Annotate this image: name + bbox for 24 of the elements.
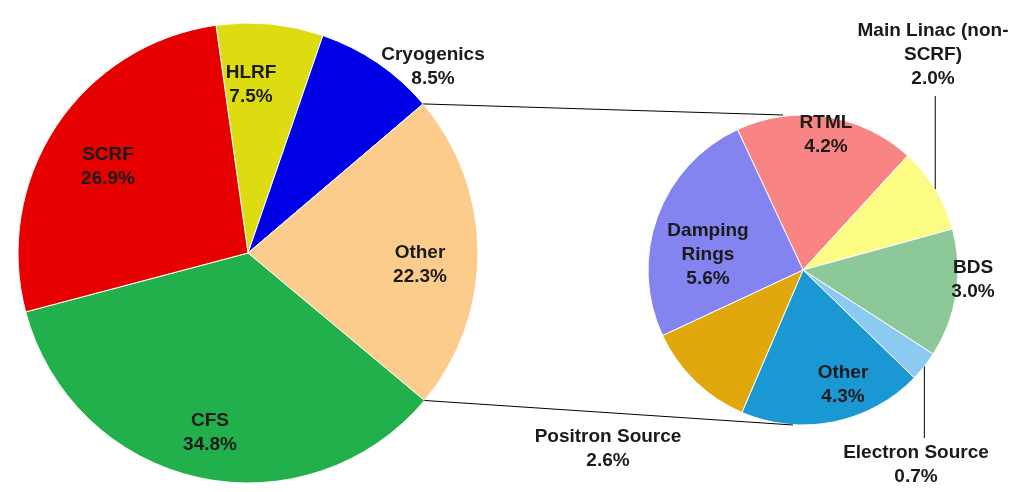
slice-label: Positron Source (534, 425, 682, 446)
slice-label: Electron Source (843, 441, 989, 462)
slice-label: Cryogenics (381, 43, 485, 64)
data-label: 8.5% (411, 67, 455, 88)
slice-label: SCRF (82, 143, 134, 164)
slice-label: Other (394, 241, 446, 262)
data-label: 3.0% (951, 280, 995, 301)
slice-label: RTML (799, 111, 853, 132)
slice-label: Main Linac (non-SCRF) (857, 19, 1009, 64)
slice-label: Damping Rings (667, 219, 749, 264)
slice-label: HLRF (225, 61, 277, 82)
data-label: 0.7% (894, 465, 938, 486)
data-label: 4.3% (821, 385, 865, 406)
slice-label: Other (817, 361, 869, 382)
slice-label: CFS (191, 409, 229, 430)
slice-label: BDS (952, 256, 994, 277)
data-label: 5.6% (686, 267, 730, 288)
data-label: 22.3% (393, 265, 448, 286)
data-label: 26.9% (81, 167, 136, 188)
data-label: 2.0% (911, 67, 955, 88)
data-label: 4.2% (804, 135, 848, 156)
data-label: 2.6% (586, 449, 630, 470)
data-label: 34.8% (183, 433, 238, 454)
data-label: 7.5% (229, 85, 273, 106)
